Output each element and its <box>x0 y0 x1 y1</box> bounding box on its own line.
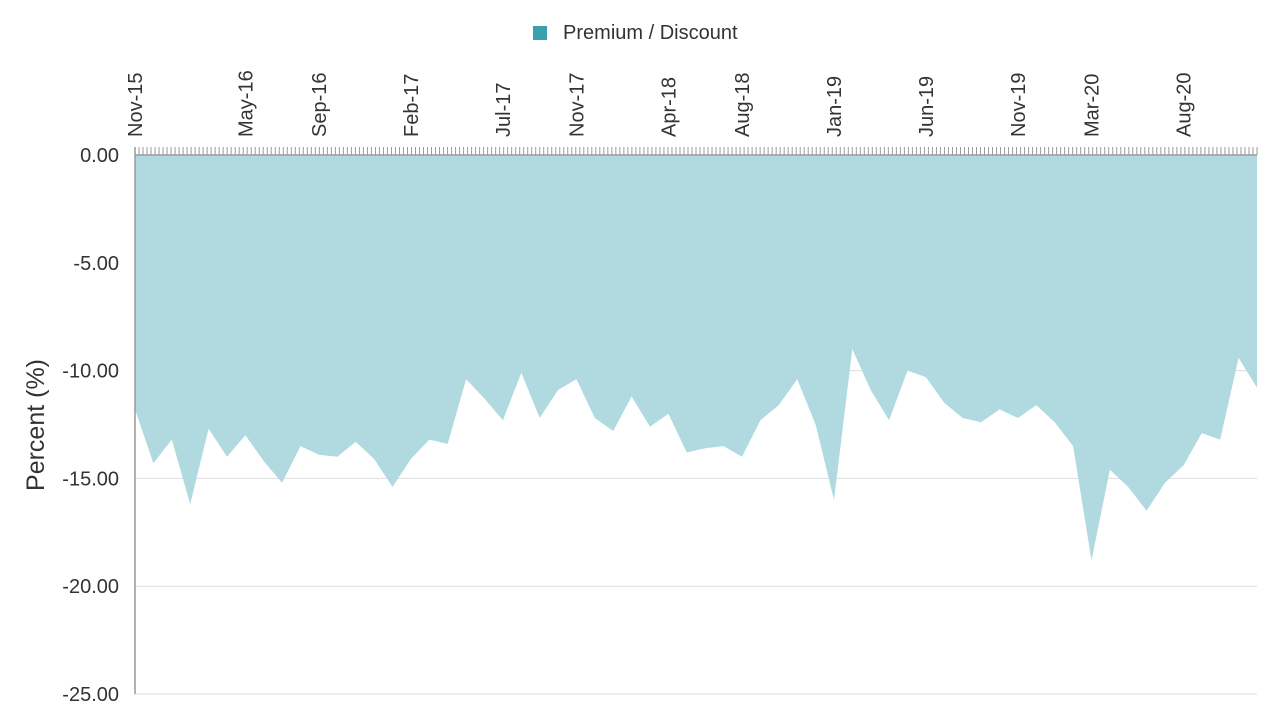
x-tick-label: Jun-19 <box>916 76 938 137</box>
y-tick-label: -15.00 <box>62 468 119 490</box>
y-tick-label: -20.00 <box>62 576 119 598</box>
x-tick-label: Nov-15 <box>125 73 147 137</box>
x-tick-label: Nov-17 <box>566 73 588 137</box>
x-axis-minor-ticks <box>134 147 1258 155</box>
legend-swatch <box>533 26 548 40</box>
x-tick-label: Aug-20 <box>1173 73 1195 138</box>
x-tick-label: Apr-18 <box>658 77 680 137</box>
legend-label: Premium / Discount <box>563 22 738 44</box>
axes <box>134 147 1257 694</box>
x-tick-label: Nov-19 <box>1008 73 1030 137</box>
y-tick-label: 0.00 <box>80 145 119 167</box>
area-fill <box>135 155 1257 561</box>
x-tick-label: Aug-18 <box>732 73 754 138</box>
x-tick-label: Sep-16 <box>309 73 331 138</box>
x-tick-label: Feb-17 <box>401 74 423 137</box>
legend[interactable]: Premium / Discount <box>0 22 1271 45</box>
x-tick-label: May-16 <box>235 70 257 137</box>
x-axis-tick-labels: Nov-15 May-16 Sep-16 Feb-17 Jul-17 Nov-17 Apr-… <box>125 70 1195 137</box>
x-tick-label: Jan-19 <box>824 76 846 137</box>
y-tick-label: -10.00 <box>62 361 119 383</box>
y-tick-label: -25.00 <box>62 684 119 706</box>
y-tick-label: -5.00 <box>73 253 119 275</box>
y-axis-tick-labels: 0.00 -5.00 -10.00 -15.00 -20.00 -25.00 <box>62 145 119 706</box>
y-axis-title: Percent (%) <box>22 359 50 491</box>
area-series <box>135 155 1257 561</box>
x-tick-label: Jul-17 <box>493 83 515 137</box>
x-tick-label: Mar-20 <box>1082 74 1104 137</box>
